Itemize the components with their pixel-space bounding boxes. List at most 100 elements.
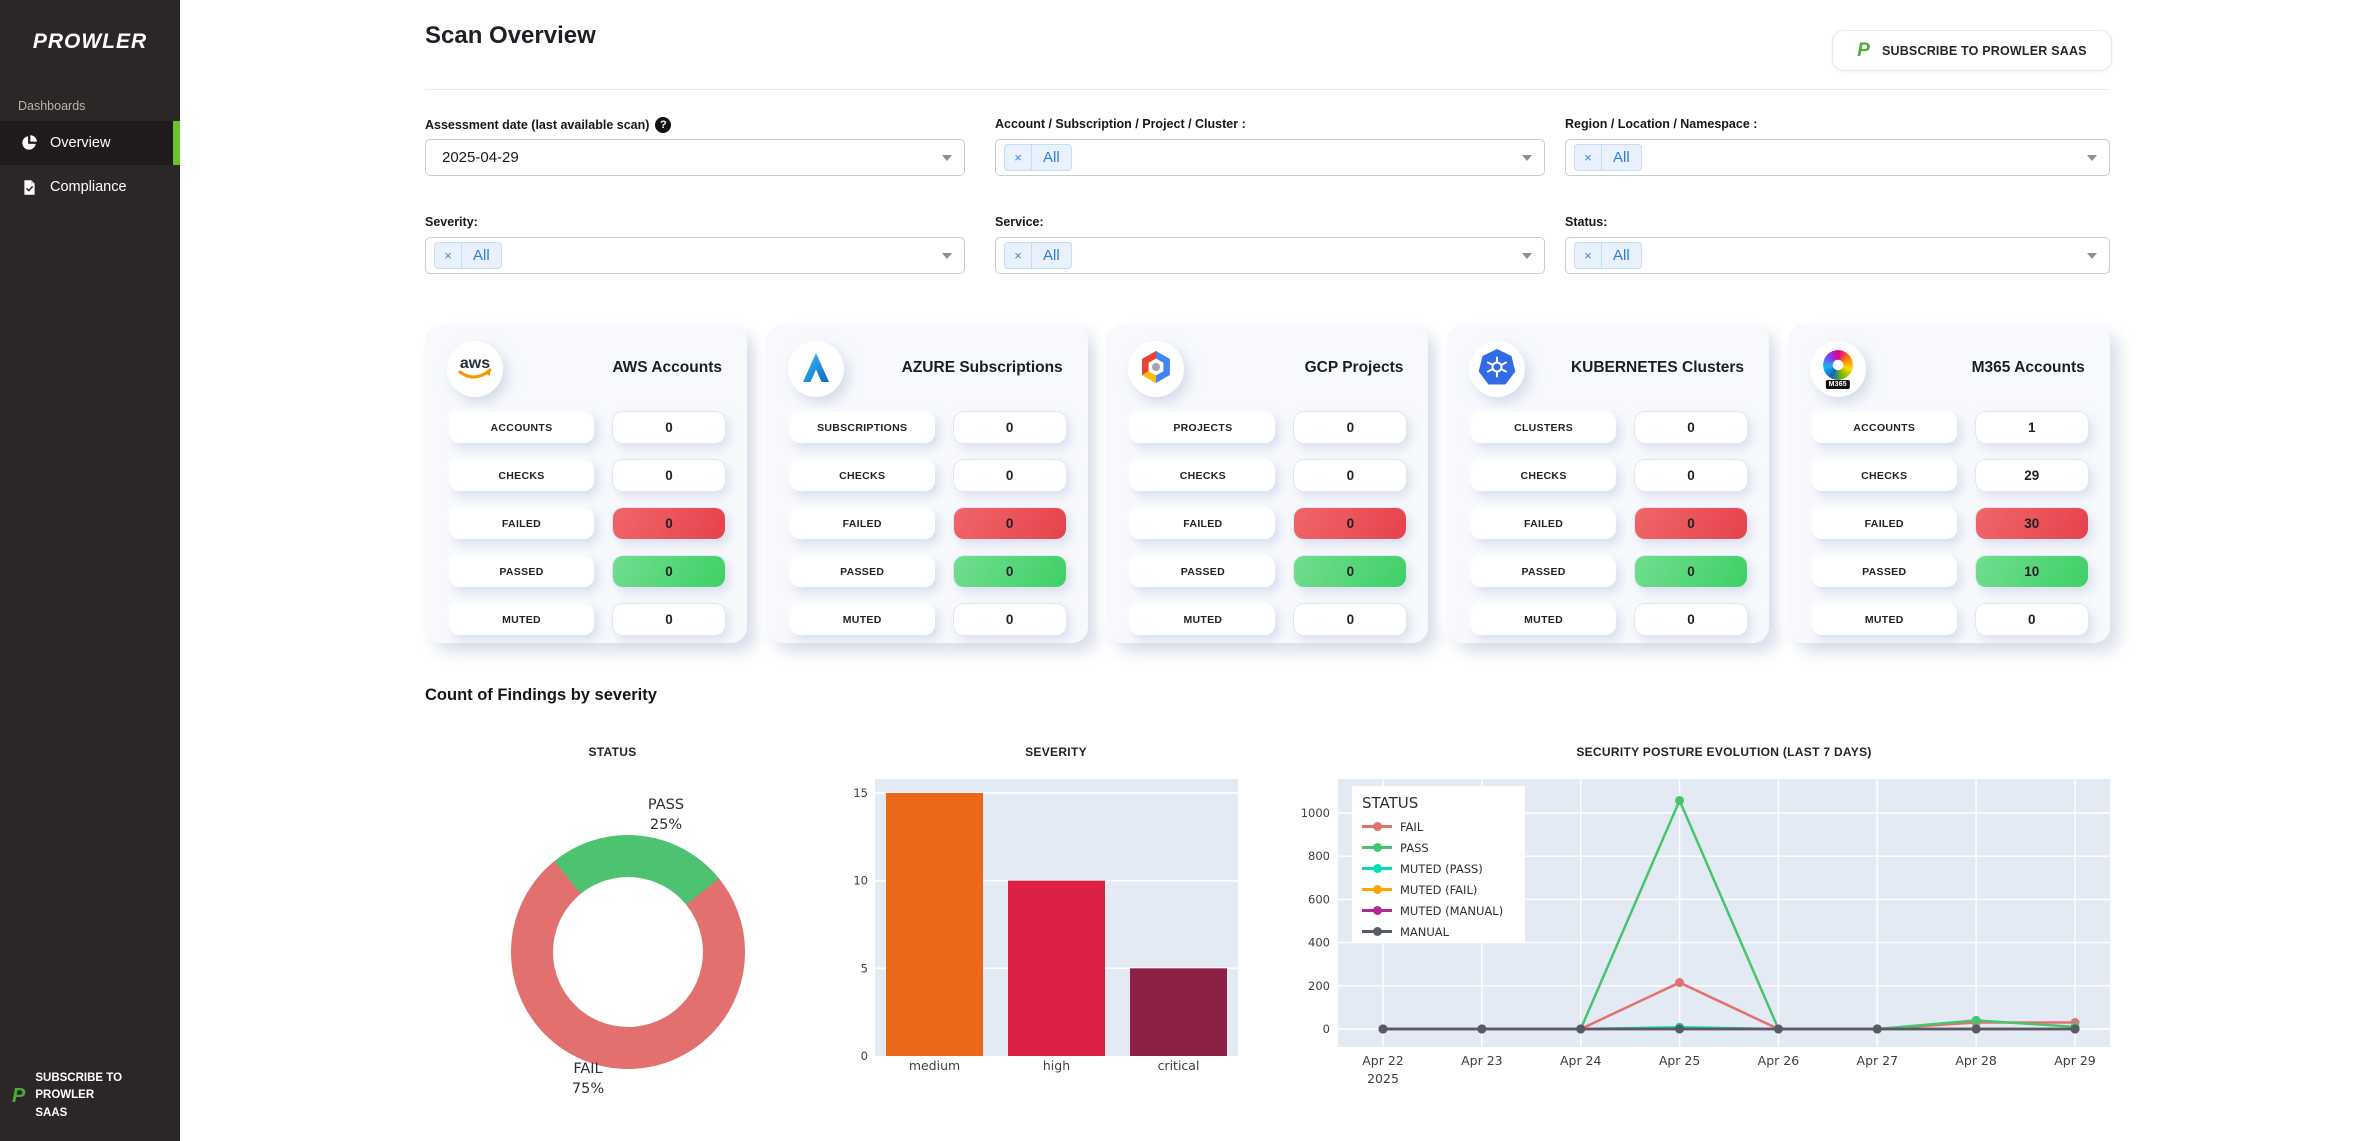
svg-text:Apr 28: Apr 28 [1955,1053,1997,1068]
chip-remove-icon[interactable]: × [1575,145,1602,170]
stat-label-pill: CLUSTERS [1471,412,1617,443]
stat-row: FAILED 0 [1471,508,1748,539]
bar-critical[interactable] [1130,968,1227,1056]
status-donut-chart[interactable] [511,835,745,1069]
donut-chart-title: STATUS [588,745,637,759]
stat-label-pill: FAILED [789,508,935,539]
stat-row: MUTED 0 [789,604,1066,635]
svg-text:Apr 23: Apr 23 [1461,1053,1503,1068]
sidebar-subscribe-link[interactable]: P SUBSCRIBE TO PROWLER SAAS [12,1070,172,1123]
legend-item-muted-pass-[interactable]: MUTED (PASS) [1362,858,1515,879]
legend-marker [1362,885,1392,894]
stat-label-pill: CHECKS [1811,460,1957,491]
legend-label: MUTED (MANUAL) [1400,903,1504,918]
stat-label-pill: FAILED [1811,508,1957,539]
bar-medium[interactable] [886,793,983,1056]
subscribe-to-prowler-saas-button[interactable]: P SUBSCRIBE TO PROWLER SAAS [1832,30,2112,71]
stat-label-pill: PASSED [789,556,935,587]
chip-remove-icon[interactable]: × [1005,243,1032,268]
chevron-down-icon [1522,155,1532,161]
stat-row: ACCOUNTS 0 [449,412,725,443]
filter-chip: × All [1004,144,1072,171]
data-point[interactable] [1971,1024,1981,1034]
svg-text:Apr 27: Apr 27 [1857,1053,1899,1068]
legend-marker [1362,906,1392,915]
stat-row: MUTED 0 [1130,604,1407,635]
data-point[interactable] [1378,1024,1388,1034]
legend-item-muted-fail-[interactable]: MUTED (FAIL) [1362,879,1515,900]
legend-item-pass[interactable]: PASS [1362,837,1515,858]
m365-icon: M365 [1809,341,1866,397]
filter-chip: × All [1004,242,1072,269]
sidebar-item-overview[interactable]: Overview [0,121,180,165]
legend-item-fail[interactable]: FAIL [1362,816,1515,837]
data-point[interactable] [1872,1024,1882,1034]
stat-value-pill-pass: 0 [613,556,725,587]
legend-marker [1362,843,1392,852]
stat-label-pill: MUTED [1130,604,1276,635]
header-divider [425,89,2110,90]
stat-row: CHECKS 0 [789,460,1066,491]
stat-label-pill: FAILED [1130,508,1276,539]
stat-row: FAILED 30 [1811,508,2088,539]
provider-cards-row: aws AWS Accounts ACCOUNTS 0 CHECKS 0 FAILED 0 PA… [425,325,2110,643]
stat-row: PASSED 0 [449,556,725,587]
data-point[interactable] [1675,1024,1685,1034]
sidebar-item-label: Compliance [50,179,127,195]
stat-value-pill-neutral: 0 [1294,460,1407,491]
bar-high[interactable] [1008,880,1105,1056]
data-point[interactable] [1675,978,1685,988]
stat-row: CHECKS 0 [1471,460,1748,491]
legend-item-manual[interactable]: MANUAL [1362,921,1515,942]
severity-bar-chart[interactable]: 0 5 10 15 medium high critical [850,735,1250,1085]
legend-item-muted-manual-[interactable]: MUTED (MANUAL) [1362,900,1515,921]
stat-value-pill-neutral: 0 [613,604,725,635]
card-title: AWS Accounts [612,359,722,376]
help-icon[interactable]: ? [655,117,672,133]
stat-value-pill-neutral: 0 [953,604,1066,635]
stat-value-pill-pass: 10 [1975,556,2088,587]
chip-remove-icon[interactable]: × [1575,243,1602,268]
status-filter-select[interactable]: × All [1565,237,2110,274]
stat-label-pill: ACCOUNTS [449,412,594,443]
data-point[interactable] [1675,795,1685,805]
svg-text:Apr 29: Apr 29 [2054,1053,2096,1068]
provider-card-kubernetes: KUBERNETES Clusters CLUSTERS 0 CHECKS 0 FAILE… [1447,325,1770,643]
svg-text:Apr 26: Apr 26 [1758,1053,1800,1068]
svg-text:0: 0 [861,1049,868,1063]
stat-value-pill-neutral: 0 [1294,412,1407,443]
stat-label-pill: PASSED [1130,556,1276,587]
data-point[interactable] [1477,1024,1487,1034]
svg-text:medium: medium [909,1058,960,1073]
severity-filter-select[interactable]: × All [425,237,965,274]
data-point[interactable] [1576,1024,1586,1034]
stat-value-pill-fail: 0 [1294,508,1407,539]
chip-remove-icon[interactable]: × [1005,145,1032,170]
data-point[interactable] [1971,1015,1981,1025]
filter-chip: × All [1574,242,1642,269]
card-title: AZURE Subscriptions [901,359,1063,376]
stat-value-pill-neutral: 0 [1635,412,1748,443]
stat-label-pill: ACCOUNTS [1811,412,1957,443]
stat-value-pill-fail: 0 [1635,508,1748,539]
data-point[interactable] [2070,1024,2080,1034]
data-point[interactable] [1773,1024,1783,1034]
sidebar-item-compliance[interactable]: Compliance [0,165,180,209]
donut-label-pass: PASS 25% [647,797,685,834]
chip-remove-icon[interactable]: × [435,243,462,268]
stat-value-pill-neutral: 29 [1975,460,2088,491]
chip-label: All [473,247,490,264]
chip-label: All [1043,247,1060,264]
account-filter-select[interactable]: × All [995,139,1545,176]
m365-badge: M365 [1825,380,1850,389]
prowler-logo[interactable]: PROWLER [32,30,148,53]
assessment-date-select[interactable]: 2025-04-29 [425,139,965,176]
stat-row: CLUSTERS 0 [1471,412,1748,443]
service-filter-select[interactable]: × All [995,237,1545,274]
gcp-icon [1128,341,1185,397]
severity-filter-label: Severity: [425,215,478,229]
bar-chart-title: SEVERITY [1025,745,1087,759]
stat-row: PASSED 10 [1811,556,2088,587]
region-filter-select[interactable]: × All [1565,139,2110,176]
